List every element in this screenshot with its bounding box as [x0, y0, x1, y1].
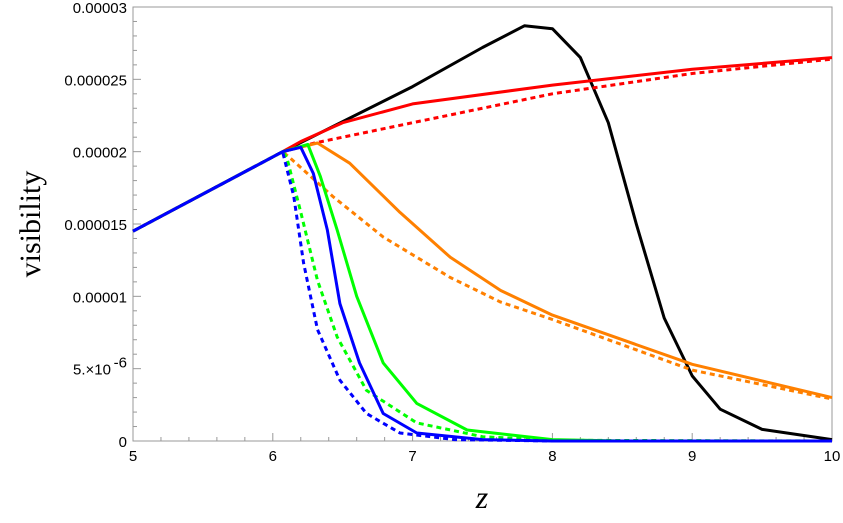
x-tick-label: 8: [548, 448, 556, 465]
axis-ticks: [132, 6, 833, 442]
series-line-2-dotted: [132, 57, 833, 233]
series-line-8-dotted: [132, 150, 832, 443]
y-tick-label: 0.00002: [73, 145, 127, 162]
plot-frame: [132, 6, 833, 442]
series-line-6-dotted: [132, 150, 833, 443]
x-tick-label: 6: [269, 448, 277, 465]
series-line-1-solid: [132, 56, 833, 233]
x-tick-label: 5: [129, 448, 137, 465]
series-lines: [132, 24, 833, 443]
y-tick-label: 0.000025: [64, 72, 127, 89]
series-line-3-solid: [132, 141, 833, 400]
x-axis-label: z: [475, 479, 489, 515]
series-line-7-solid: [132, 145, 832, 443]
y-tick-label: 0.00003: [73, 0, 127, 17]
x-tick-labels: 5 6 7 8 9 10: [129, 448, 841, 465]
y-tick-label: 5.×10: [73, 362, 111, 379]
x-tick-label: 10: [824, 448, 841, 465]
y-axis-label: visibility: [14, 171, 47, 278]
y-tick-exponent: -6: [114, 355, 127, 372]
y-tick-label: 0: [119, 434, 127, 451]
y-tick-label: 0.000015: [64, 217, 127, 234]
series-line-4-dotted: [132, 150, 833, 401]
y-tick-label: 0.00001: [73, 289, 127, 306]
x-tick-label: 7: [408, 448, 416, 465]
x-tick-label: 9: [688, 448, 696, 465]
y-tick-labels: 0 5.×10 -6 0.00001 0.000015 0.00002 0.000025 0.…: [64, 0, 127, 451]
series-line-0-solid: [132, 24, 833, 442]
